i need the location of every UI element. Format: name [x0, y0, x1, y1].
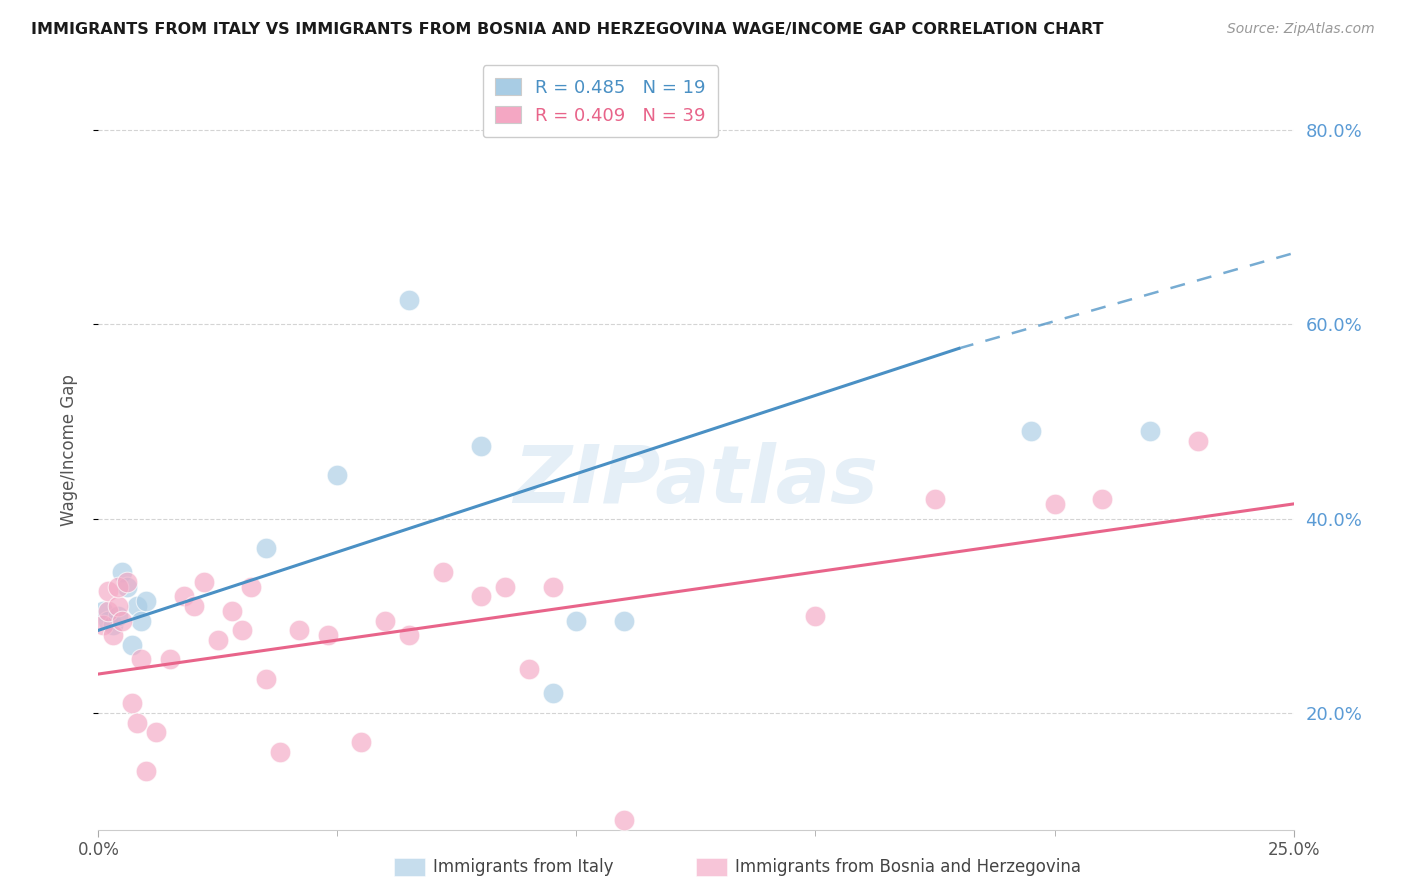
Point	[97, 584, 120, 599]
Point	[470, 439, 492, 453]
Point	[432, 565, 454, 579]
Point	[107, 599, 129, 613]
Point	[613, 614, 636, 628]
Point	[111, 614, 134, 628]
Text: Immigrants from Italy: Immigrants from Italy	[433, 858, 613, 876]
Point	[254, 672, 277, 686]
Point	[254, 541, 277, 555]
Point	[131, 614, 153, 628]
Point	[240, 580, 263, 594]
Point	[1187, 434, 1209, 448]
Point	[115, 574, 138, 589]
Point	[173, 589, 195, 603]
Point	[145, 725, 167, 739]
Point	[804, 608, 827, 623]
Point	[111, 565, 134, 579]
Text: Immigrants from Bosnia and Herzegovina: Immigrants from Bosnia and Herzegovina	[735, 858, 1081, 876]
Point	[231, 624, 253, 638]
Text: ZIPatlas: ZIPatlas	[513, 442, 879, 520]
Point	[131, 652, 153, 666]
Point	[494, 580, 516, 594]
Point	[613, 813, 636, 827]
Point	[121, 638, 143, 652]
Point	[1091, 491, 1114, 506]
Point	[115, 580, 138, 594]
Point	[135, 594, 157, 608]
Point	[541, 580, 564, 594]
Point	[221, 604, 243, 618]
Point	[183, 599, 205, 613]
Point	[207, 633, 229, 648]
Point	[91, 618, 114, 632]
Y-axis label: Wage/Income Gap: Wage/Income Gap	[59, 375, 77, 526]
Point	[159, 652, 181, 666]
Point	[269, 745, 291, 759]
Point	[470, 589, 492, 603]
Point	[541, 686, 564, 700]
Point	[97, 604, 120, 618]
Point	[101, 618, 124, 632]
Point	[135, 764, 157, 779]
Point	[125, 715, 148, 730]
Point	[398, 293, 420, 307]
Point	[121, 696, 143, 710]
Point	[288, 624, 311, 638]
Point	[1043, 497, 1066, 511]
Point	[107, 580, 129, 594]
Point	[107, 608, 129, 623]
Point	[374, 614, 396, 628]
Point	[97, 614, 120, 628]
Text: Source: ZipAtlas.com: Source: ZipAtlas.com	[1227, 22, 1375, 37]
Point	[924, 491, 946, 506]
Point	[193, 574, 215, 589]
Point	[101, 628, 124, 642]
Point	[398, 628, 420, 642]
Point	[326, 467, 349, 482]
Point	[1139, 424, 1161, 438]
Text: IMMIGRANTS FROM ITALY VS IMMIGRANTS FROM BOSNIA AND HERZEGOVINA WAGE/INCOME GAP : IMMIGRANTS FROM ITALY VS IMMIGRANTS FROM…	[31, 22, 1104, 37]
Legend: R = 0.485   N = 19, R = 0.409   N = 39: R = 0.485 N = 19, R = 0.409 N = 39	[482, 65, 718, 137]
Point	[91, 604, 114, 618]
Point	[1019, 424, 1042, 438]
Point	[517, 662, 540, 676]
Point	[125, 599, 148, 613]
Point	[565, 614, 588, 628]
Point	[316, 628, 339, 642]
Point	[350, 735, 373, 749]
